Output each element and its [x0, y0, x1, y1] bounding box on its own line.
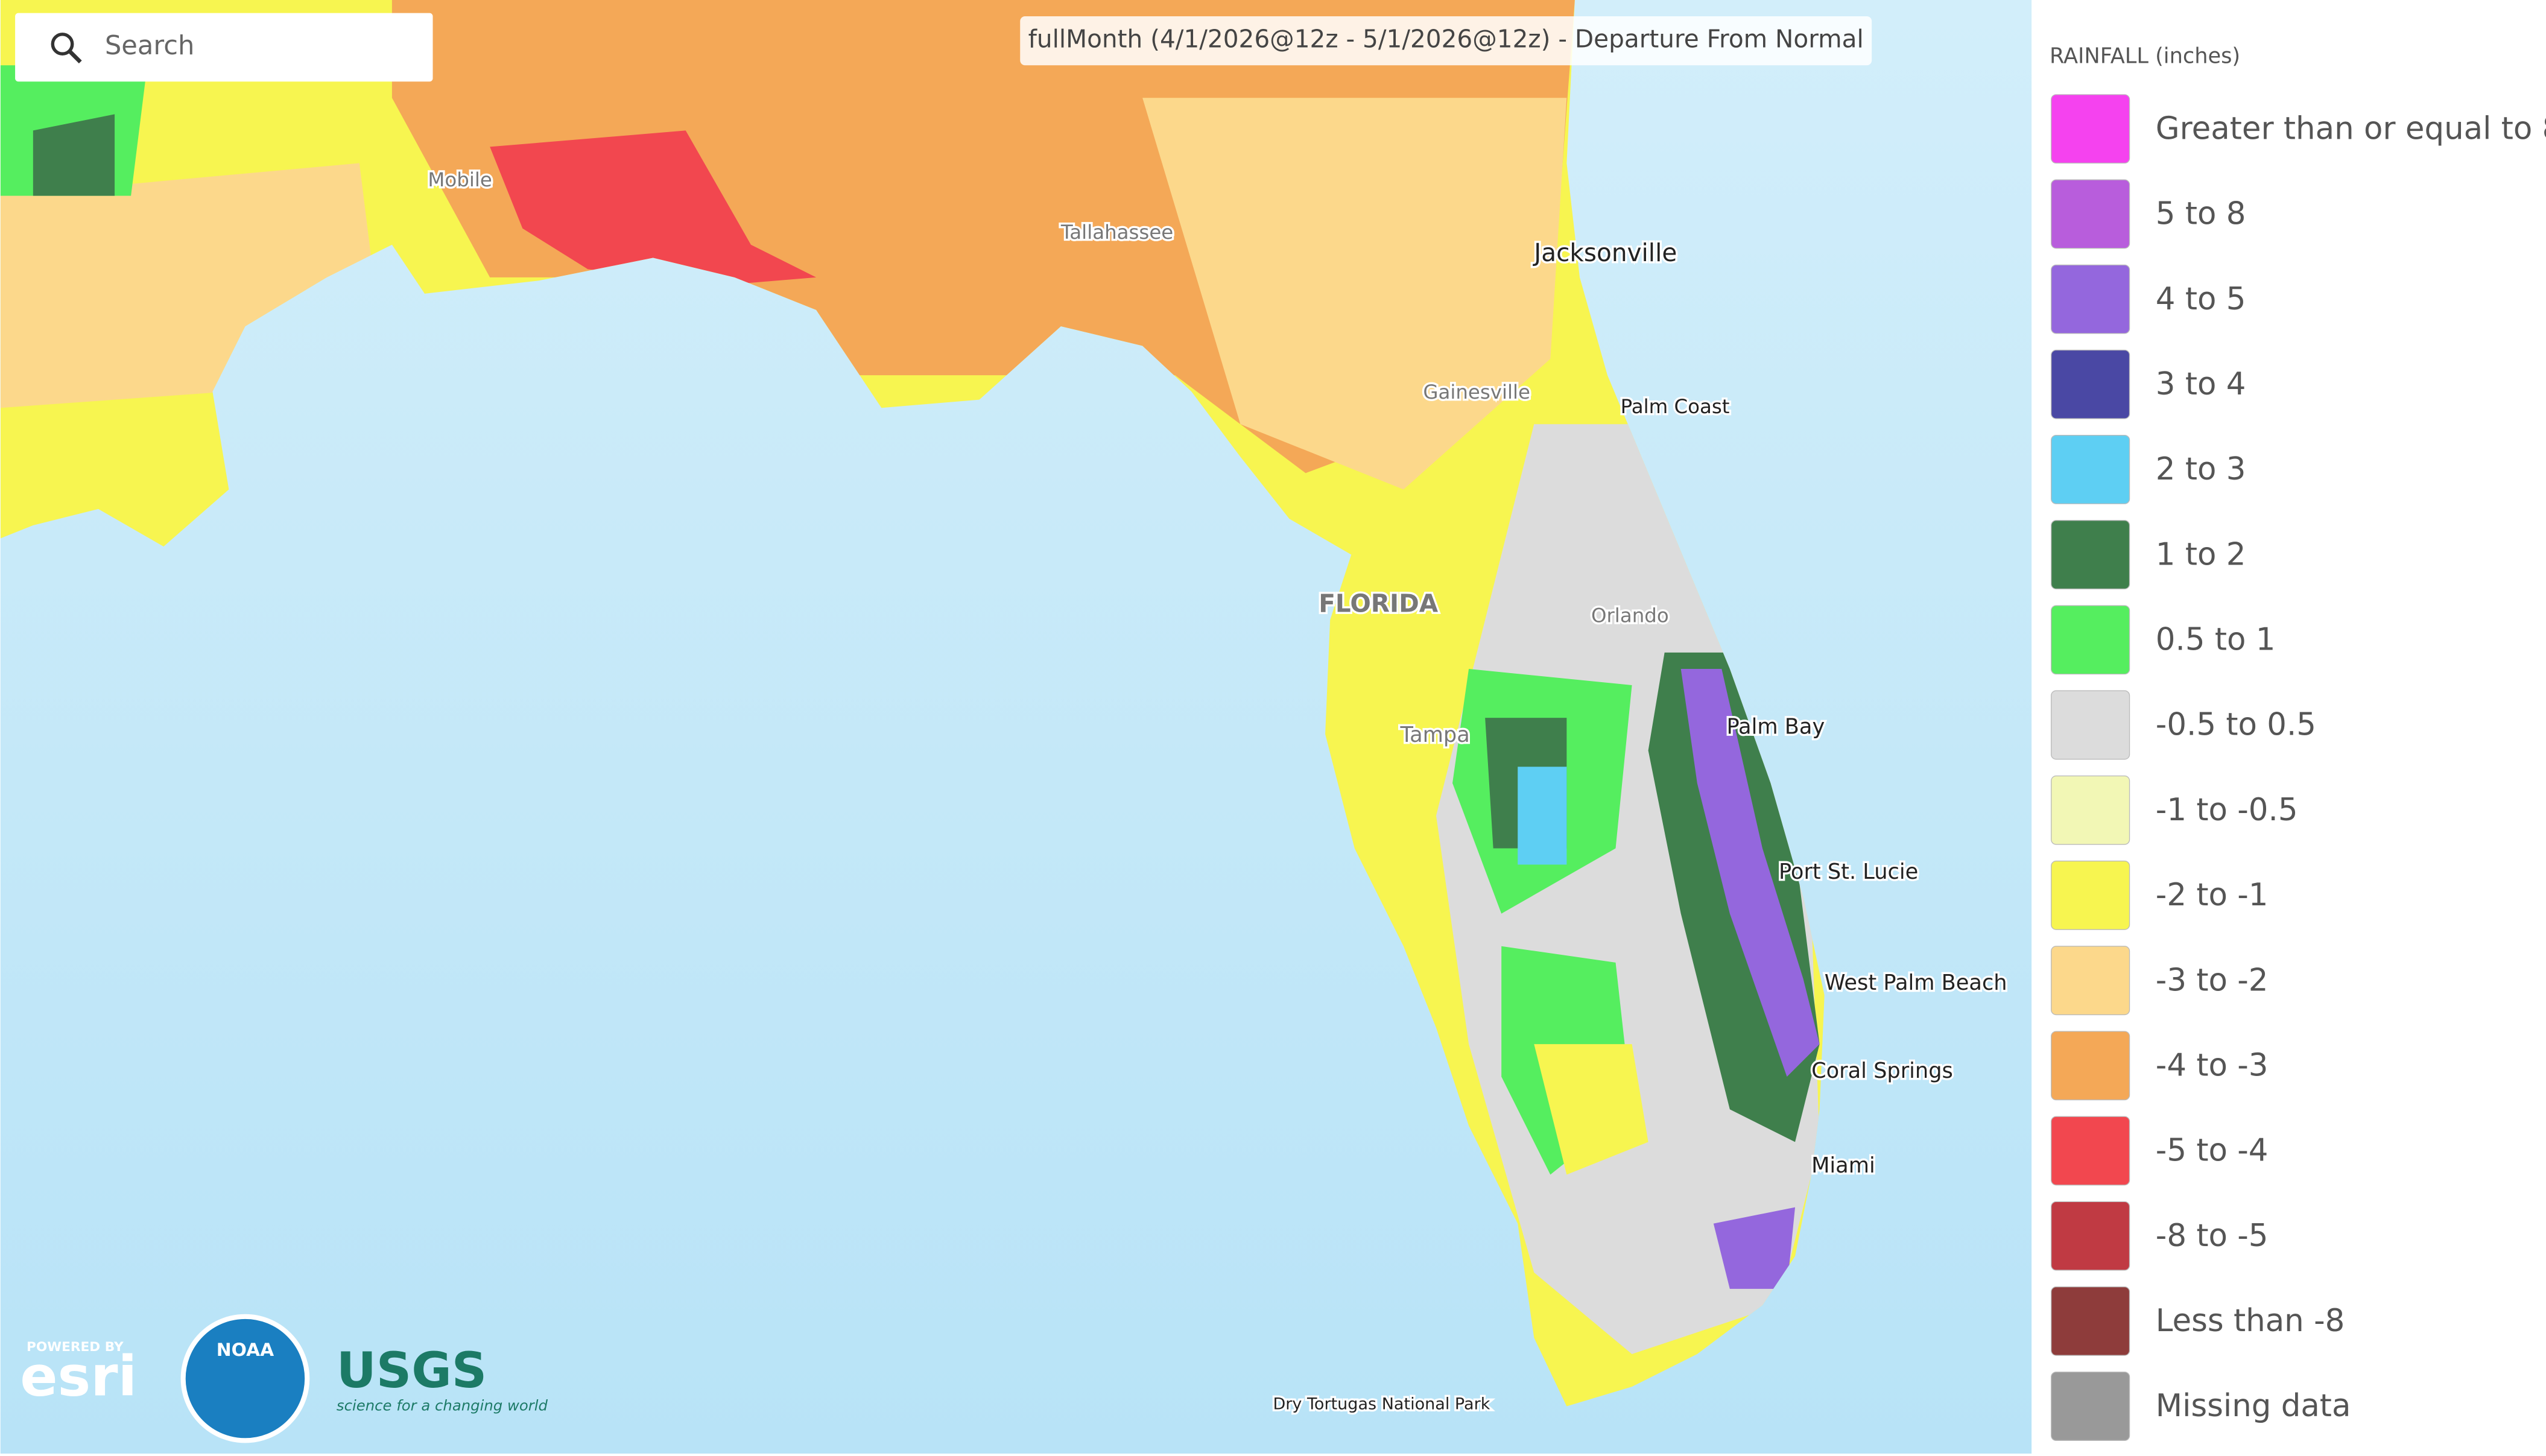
place-labels: Jacksonville Palm Coast Palm Bay Port St. L… — [426, 166, 2009, 1416]
noaa-logo — [180, 1314, 310, 1443]
search-field[interactable] — [15, 13, 433, 82]
place-label: Orlando — [1591, 604, 1669, 627]
search-icon-handle[interactable] — [67, 49, 82, 64]
place-label: Palm Bay — [1726, 714, 1825, 739]
legend-swatch — [2051, 946, 2130, 1016]
legend-label: -3 to -2 — [2156, 962, 2269, 998]
legend-label: Less than -8 — [2156, 1303, 2345, 1339]
legend-label: -8 to -5 — [2156, 1218, 2269, 1254]
place-label: Tampa — [1399, 723, 1469, 747]
esri-logo: esri — [20, 1344, 137, 1409]
legend-swatch — [2051, 349, 2130, 419]
legend-label: 0.5 to 1 — [2156, 622, 2276, 658]
legend-swatch — [2051, 1116, 2130, 1186]
place-label: Mobile — [428, 168, 492, 191]
legend-swatch — [2051, 264, 2130, 334]
legend-swatch — [2051, 94, 2130, 164]
legend-label: 4 to 5 — [2156, 281, 2246, 317]
legend-swatch — [2051, 1031, 2130, 1101]
legend-label: -5 to -4 — [2156, 1133, 2269, 1169]
legend-swatch — [2051, 605, 2130, 675]
legend-swatch — [2051, 520, 2130, 590]
place-label: Tallahassee — [1060, 221, 1173, 244]
place-label: Port St. Lucie — [1779, 859, 1918, 884]
legend-label: -0.5 to 0.5 — [2156, 707, 2316, 743]
legend: Greater than or equal to 8 5 to 8 4 to 5 3 … — [2051, 94, 2546, 1442]
legend-label: 1 to 2 — [2156, 536, 2246, 572]
legend-label: 5 to 8 — [2156, 196, 2246, 232]
place-label: Gainesville — [1423, 381, 1530, 404]
noaa-text: NOAA — [217, 1340, 274, 1361]
place-label: Jacksonville — [1532, 238, 1677, 267]
legend-swatch — [2051, 179, 2130, 249]
legend-label: -2 to -1 — [2156, 877, 2269, 913]
legend-swatch — [2051, 860, 2130, 930]
map-title: fullMonth (4/1/2026@12z - 5/1/2026@12z) … — [1028, 25, 1864, 54]
legend-swatch — [2051, 1286, 2130, 1356]
legend-swatch — [2051, 1201, 2130, 1271]
legend-label: 2 to 3 — [2156, 451, 2246, 487]
legend-swatch — [2051, 690, 2130, 760]
search-icon[interactable] — [51, 33, 74, 55]
place-label: Coral Springs — [1811, 1059, 1953, 1083]
legend-label: Greater than or equal to 8 — [2156, 110, 2546, 147]
usgs-tagline: science for a changing world — [337, 1397, 548, 1414]
place-label: Dry Tortugas National Park — [1273, 1394, 1490, 1413]
place-label: Miami — [1811, 1153, 1875, 1178]
search-placeholder[interactable]: Search — [105, 31, 195, 61]
legend-swatch — [2051, 775, 2130, 845]
legend-swatch — [2051, 434, 2130, 504]
place-label: FLORIDA — [1319, 589, 1439, 618]
search-box[interactable]: Search — [15, 13, 433, 82]
legend-label: -1 to -0.5 — [2156, 792, 2298, 828]
legend-label: Missing data — [2156, 1388, 2351, 1424]
legend-title: RAINFALL (inches) — [2050, 44, 2240, 69]
place-label: West Palm Beach — [1825, 970, 2007, 995]
legend-label: 3 to 4 — [2156, 366, 2246, 402]
esri-caption: POWERED BY — [27, 1340, 124, 1355]
title-box — [1020, 16, 1872, 66]
logos: POWERED BY esri NOAA USGS science for a … — [20, 1314, 548, 1443]
usgs-logo: USGS — [337, 1343, 487, 1399]
legend-label: -4 to -3 — [2156, 1047, 2269, 1083]
place-label: Palm Coast — [1621, 395, 1730, 418]
legend-swatch — [2051, 1372, 2130, 1442]
